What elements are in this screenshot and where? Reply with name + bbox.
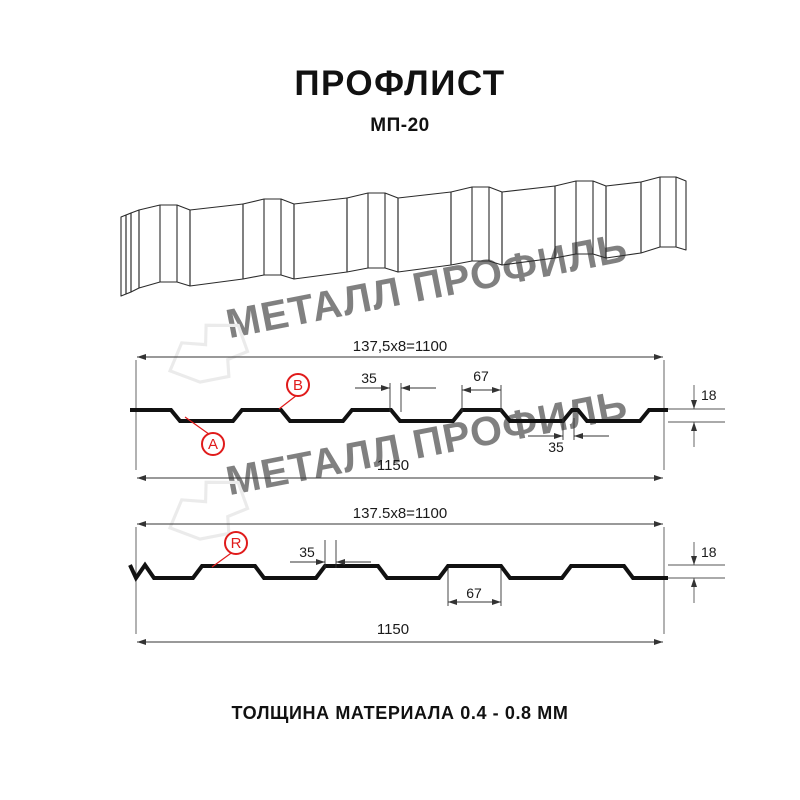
marker-r-label: R xyxy=(231,535,242,552)
dimension-label-height-bottom: 18 xyxy=(701,544,717,560)
dimension-label-bottom-overall-2: 1150 xyxy=(377,621,409,638)
dimension-bottom-overall xyxy=(137,475,663,481)
dimension-top-overall-2 xyxy=(137,521,663,527)
marker-r: R xyxy=(211,531,248,568)
cross-section-top: 137,5x8=1100 1150 35 xyxy=(130,338,725,481)
dimension-label-rib-base-width-2: 67 xyxy=(466,585,482,601)
dimension-rib-base-width-2 xyxy=(447,568,502,606)
dimension-bottom-overall-2 xyxy=(137,639,663,645)
watermark-logo-icon xyxy=(167,323,250,384)
dimension-rib-spacing-lower xyxy=(528,418,609,440)
page-subtitle: МП-20 xyxy=(370,115,430,136)
dimension-top-overall xyxy=(137,354,663,360)
dimension-label-height-top: 18 xyxy=(701,387,717,403)
watermark-text-2: МЕТАЛЛ ПРОФИЛЬ xyxy=(222,381,631,504)
dimension-label-rib-spacing-lower: 35 xyxy=(548,439,564,455)
dimension-rib-base-width xyxy=(461,385,502,412)
cross-section-bottom: 137.5x8=1100 1150 35 xyxy=(128,505,725,645)
profile-outline-top xyxy=(130,408,668,423)
marker-a-label: A xyxy=(208,436,218,453)
profile-outline-bottom xyxy=(128,561,668,583)
watermark-text: МЕТАЛЛ ПРОФИЛЬ xyxy=(222,224,631,347)
dimension-rib-top-width xyxy=(355,383,436,412)
marker-b-label: B xyxy=(293,377,303,394)
dimension-label-top-overall-2: 137.5x8=1100 xyxy=(353,505,447,522)
dimension-rib-top-width-2 xyxy=(290,540,371,568)
dimension-height-bottom xyxy=(668,542,725,603)
dimension-label-rib-top-width-2: 35 xyxy=(299,544,315,560)
dimension-label-bottom-overall: 1150 xyxy=(377,457,409,474)
dimension-height-top xyxy=(668,385,725,447)
marker-a: A xyxy=(184,416,225,456)
dimension-label-rib-base-width: 67 xyxy=(473,368,489,384)
dimension-label-rib-top-width: 35 xyxy=(361,370,377,386)
page-title: ПРОФЛИСТ xyxy=(294,64,506,103)
marker-b: B xyxy=(278,373,310,410)
isometric-profile-view xyxy=(120,176,687,297)
watermark-logo-icon-2 xyxy=(167,480,250,541)
dimension-label-top-overall: 137,5x8=1100 xyxy=(353,338,447,355)
material-thickness-caption: ТОЛЩИНА МАТЕРИАЛА 0.4 - 0.8 ММ xyxy=(231,703,569,723)
